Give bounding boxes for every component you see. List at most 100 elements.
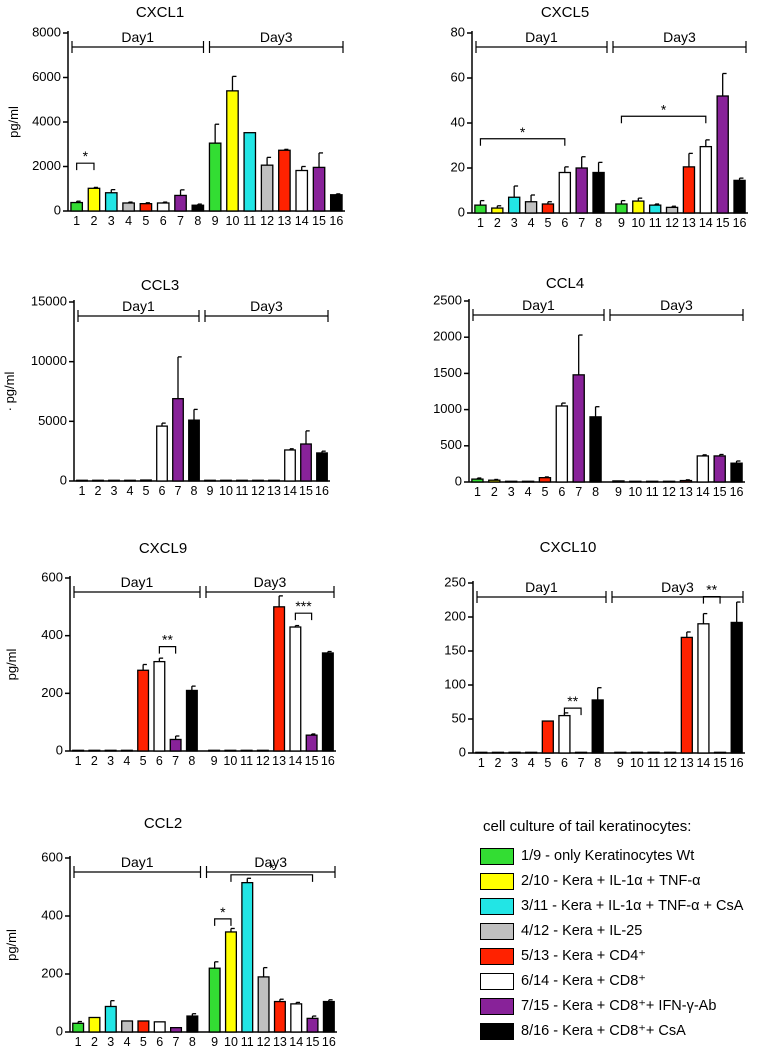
bar [153,660,166,752]
bar [665,206,679,214]
bar [289,626,302,752]
y-tick-label: 200 [444,608,466,623]
bar [72,1022,85,1033]
x-tick-label: 15 [716,216,730,230]
y-axis-label: pg/ml [6,106,21,138]
x-tick-label: 12 [251,484,265,498]
y-tick-label: 250 [444,574,466,589]
chart-title: CXCL10 [540,539,597,556]
bar [538,477,552,483]
bar [260,164,274,212]
bar [713,455,726,483]
x-tick-label: 13 [682,216,696,230]
x-tick-label: 10 [630,756,644,770]
bar [87,187,101,212]
x-tick-label: 14 [295,214,309,228]
bar [541,720,554,754]
x-tick-label: 1 [478,756,485,770]
x-tick-label: 16 [730,485,744,499]
x-tick-label: 4 [125,214,132,228]
bar [615,203,628,214]
legend-label: 2/10 - Kera + IL-1α + TNF-α [521,873,701,889]
legend-swatch [480,1022,514,1040]
bar [241,882,254,1033]
y-axis-label: pg/ml [4,929,19,961]
legend-item: 8/16 - Kera + CD8⁺+ CsA [480,1021,686,1041]
significance-bracket [294,612,313,621]
legend-swatch [480,897,514,915]
bar [278,149,291,212]
y-tick-label: 2000 [433,329,462,344]
significance-label: * [83,148,89,164]
bar [72,749,85,752]
bar [680,636,693,754]
x-tick-label: 4 [123,754,130,768]
y-tick-label: 40 [451,114,465,129]
bar [76,479,88,482]
bar [508,751,521,754]
legend-swatch [480,847,514,865]
x-tick-label: 6 [160,214,167,228]
x-tick-label: 1 [79,484,86,498]
bar [169,1027,183,1033]
bar [243,132,257,212]
bar [558,714,571,754]
x-tick-label: 10 [628,485,642,499]
legend-label: 8/16 - Kera + CD8⁺+ CsA [521,1023,686,1039]
x-tick-label: 10 [223,754,237,768]
x-tick-label: 7 [173,1035,180,1049]
bar [88,1016,101,1033]
group-label: Day3 [250,298,283,314]
x-tick-label: 13 [267,484,281,498]
bar [630,751,644,754]
y-tick-label: 2500 [433,292,462,307]
legend-item: 1/9 - only Keratinocytes Wt [480,846,694,866]
x-tick-label: 9 [211,1035,218,1049]
y-tick-label: 400 [41,627,63,642]
y-tick-label: 500 [440,437,462,452]
x-tick-label: 10 [226,214,240,228]
x-tick-label: 14 [699,216,713,230]
bar [122,202,135,212]
bar [524,201,538,214]
x-tick-label: 16 [329,214,343,228]
bar [121,1020,134,1033]
bar [699,145,713,214]
legend-label: 4/12 - Kera + IL-25 [521,923,643,939]
bar [322,1000,335,1033]
bar [208,749,221,752]
x-tick-label: 8 [188,754,195,768]
x-tick-label: 5 [544,756,551,770]
bar [491,751,505,754]
x-tick-label: 4 [127,484,134,498]
bar [169,738,182,752]
x-tick-label: 7 [175,484,182,498]
bar [629,480,642,483]
y-tick-label: 0 [56,742,63,757]
bar [188,419,200,482]
x-tick-label: 2 [90,214,97,228]
x-tick-label: 3 [111,484,118,498]
x-tick-label: 6 [561,216,568,230]
x-tick-label: 10 [631,216,645,230]
y-tick-label: 8000 [32,24,61,39]
x-tick-label: 4 [528,756,535,770]
x-tick-label: 1 [75,754,82,768]
group-label: Day3 [254,574,287,590]
bar [329,194,343,212]
bar [92,479,104,482]
bar [236,479,248,482]
bar [70,201,84,212]
bar [185,689,198,752]
group-label: Day3 [660,297,693,313]
group-label: Day1 [121,29,154,45]
significance-label: * [269,860,275,876]
x-tick-label: 8 [194,214,201,228]
bar [591,699,604,754]
group-label: Day3 [254,854,287,870]
bar [474,204,487,214]
group-label: Day1 [525,29,558,45]
x-tick-label: 1 [477,216,484,230]
bar [305,734,318,752]
